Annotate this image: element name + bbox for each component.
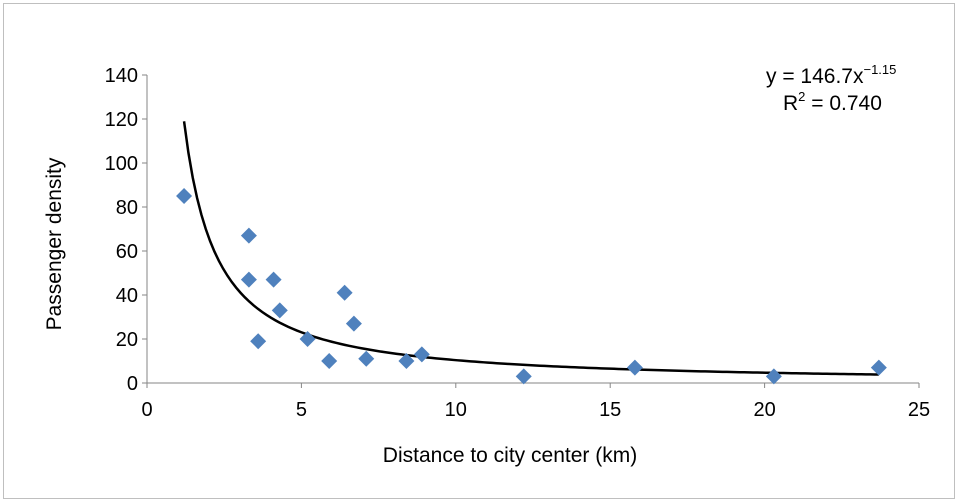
equation-exponent: −1.15: [863, 62, 896, 77]
trendline-equation: y = 146.7x−1.15 R2 = 0.740: [766, 62, 896, 115]
scatter-chart: 0 20 40 60 80 100 120 140 0 5 10 15 20 25 Distance to…: [43, 62, 931, 467]
x-tick-label: 20: [753, 399, 775, 421]
y-tick-label: 60: [116, 241, 138, 263]
axes: 0 20 40 60 80 100 120 140 0 5 10 15 20 25: [105, 65, 931, 421]
data-point: [358, 350, 375, 367]
data-point: [765, 368, 782, 385]
data-point: [626, 359, 643, 376]
chart-frame: 0 20 40 60 80 100 120 140 0 5 10 15 20 25 Distance to…: [3, 3, 955, 499]
data-point: [250, 333, 267, 350]
y-axis-title: Passenger density: [43, 157, 66, 330]
x-tick-label: 15: [599, 399, 621, 421]
x-tick-label: 25: [908, 399, 930, 421]
data-point: [321, 353, 338, 369]
r2-value: = 0.740: [805, 92, 881, 115]
data-point: [240, 271, 257, 288]
data-point: [336, 284, 353, 301]
x-axis-title: Distance to city center (km): [383, 444, 637, 467]
data-point: [870, 359, 887, 376]
data-point: [413, 346, 430, 363]
r2-label: R: [783, 92, 798, 115]
svg-text:y = 146.7x−1.15: y = 146.7x−1.15: [766, 62, 896, 88]
data-point: [398, 353, 415, 369]
data-points: [176, 188, 887, 385]
data-point: [515, 368, 532, 385]
x-tick-label: 0: [141, 399, 152, 421]
y-tick-label: 0: [127, 373, 138, 395]
y-tick-label: 20: [116, 329, 138, 351]
y-tick-label: 100: [105, 153, 138, 175]
data-point: [176, 188, 193, 204]
data-point: [265, 271, 282, 288]
data-point: [345, 315, 362, 332]
data-point: [299, 331, 316, 347]
x-tick-label: 5: [296, 399, 307, 421]
r2-superscript: 2: [798, 89, 805, 104]
equation-text: y = 146.7x: [766, 65, 864, 88]
y-tick-label: 80: [116, 197, 138, 219]
data-point: [271, 302, 288, 319]
trendline-layer: [182, 121, 879, 376]
y-tick-label: 120: [105, 109, 138, 131]
x-tick-label: 10: [445, 399, 467, 421]
svg-text:R2 = 0.740: R2 = 0.740: [783, 89, 882, 115]
y-tick-label: 40: [116, 285, 138, 307]
trendline: [182, 121, 879, 376]
data-point: [240, 227, 257, 244]
y-tick-label: 140: [105, 65, 138, 87]
